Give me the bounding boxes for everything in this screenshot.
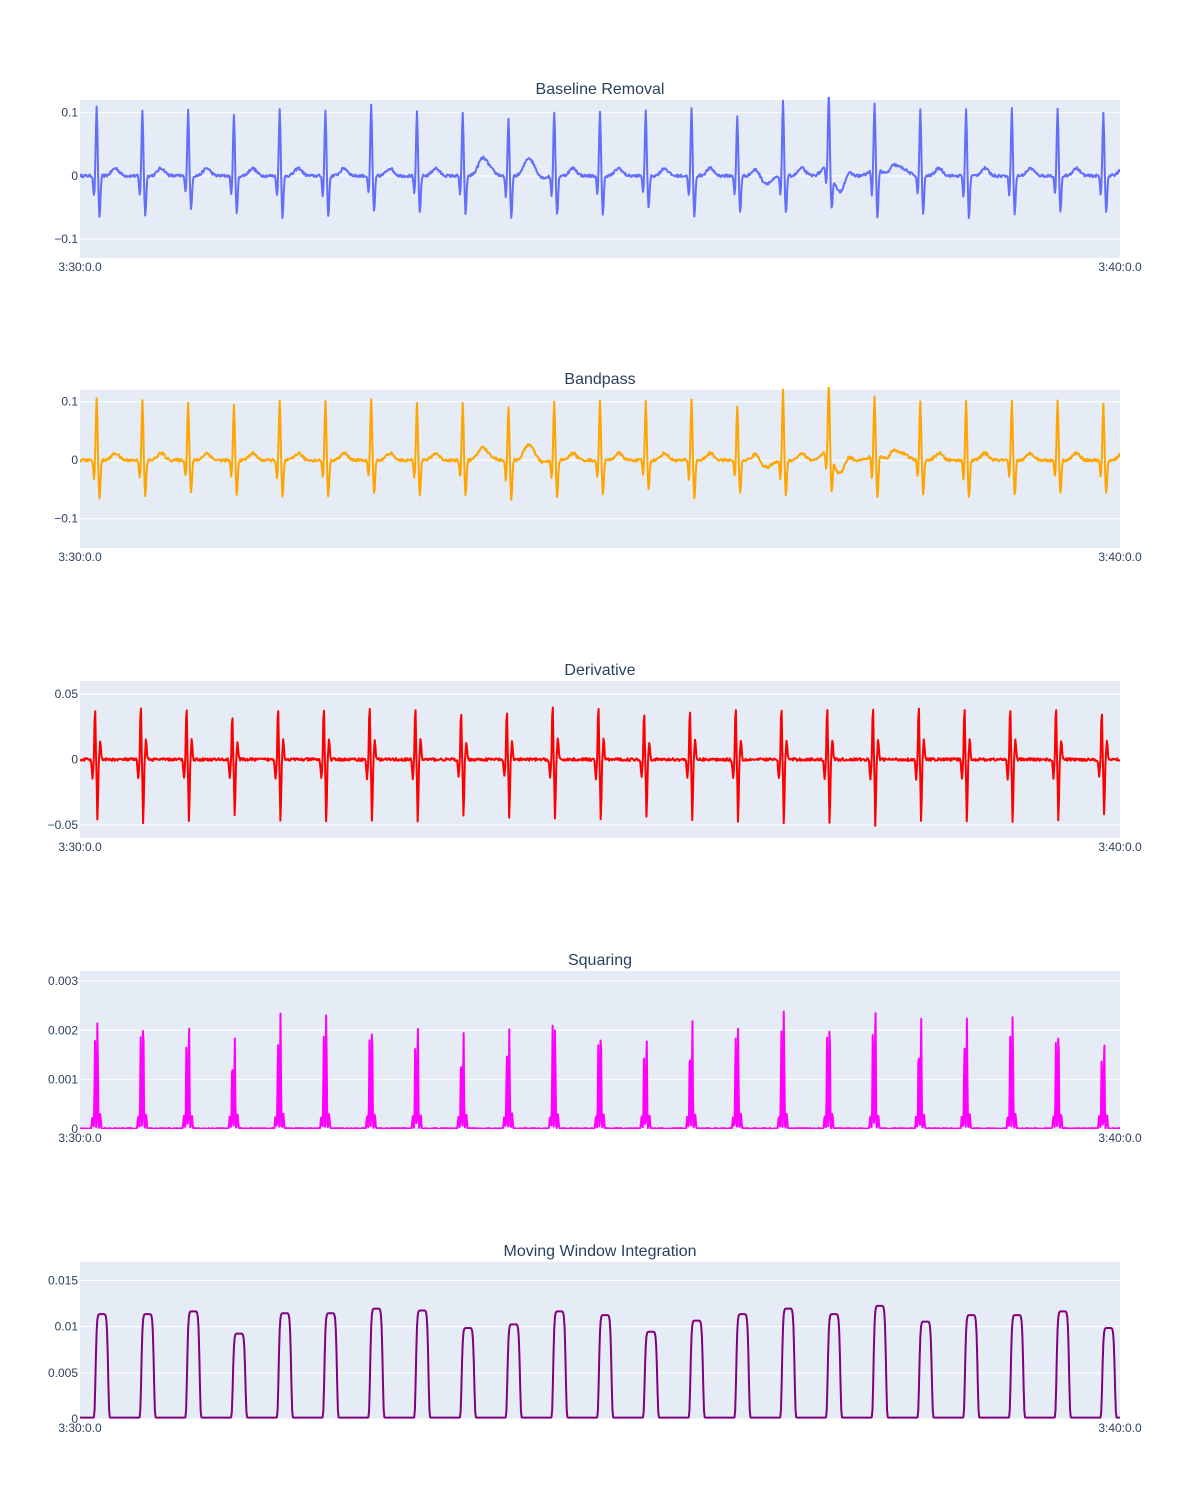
y-tick-label: −0.1	[54, 512, 78, 526]
x-tick-label-start: 3:30:0.0	[58, 260, 102, 274]
y-tick-label: 0.015	[48, 1273, 78, 1287]
y-tick-label: 0.05	[55, 687, 79, 701]
y-tick-label: 0	[71, 169, 78, 183]
chart-panel-4: 0 0.001 0.002 0.003 Squaring 3:30:0.0 3:40:0.0	[48, 952, 1142, 1145]
chart-title: Moving Window Integration	[504, 1243, 697, 1260]
x-tick-label-end: 3:40:0.0	[1098, 1421, 1142, 1435]
x-tick-label-start: 3:30:0.0	[58, 1421, 102, 1435]
y-tick-label: 0.01	[55, 1320, 79, 1334]
y-tick-label: 0	[71, 753, 78, 767]
y-tick-label: 0.1	[61, 106, 78, 120]
y-tick-label: −0.05	[48, 818, 79, 832]
x-tick-label-end: 3:40:0.0	[1098, 260, 1142, 274]
chart-title: Bandpass	[564, 371, 635, 388]
y-tick-label: 0	[71, 1122, 78, 1136]
chart-panel-3: −0.05 0 0.05 Derivative 3:30:0.0 3:40:0.0	[48, 662, 1142, 854]
x-tick-label-end: 3:40:0.0	[1098, 1131, 1142, 1145]
x-tick-label-end: 3:40:0.0	[1098, 550, 1142, 564]
y-tick-label: 0.005	[48, 1366, 78, 1380]
x-tick-label-start: 3:30:0.0	[58, 1131, 102, 1145]
y-tick-label: 0	[71, 1412, 78, 1426]
chart-panel-2: −0.1 0 0.1 Bandpass 3:30:0.0 3:40:0.0	[54, 371, 1142, 564]
y-tick-label: 0.002	[48, 1023, 78, 1037]
chart-panel-1: −0.1 0 0.1 Baseline Removal 3:30:0.0 3:40:0.0	[54, 81, 1142, 274]
chart-title: Derivative	[564, 662, 635, 679]
series-line	[80, 1010, 1120, 1129]
series-line	[80, 706, 1120, 827]
chart-title: Squaring	[568, 952, 632, 969]
series-line	[80, 1304, 1120, 1419]
x-tick-label-start: 3:30:0.0	[58, 550, 102, 564]
y-tick-label: 0	[71, 453, 78, 467]
y-tick-label: 0.003	[48, 974, 78, 988]
series-line	[80, 97, 1120, 220]
y-tick-label: −0.1	[54, 232, 78, 246]
y-tick-label: 0.001	[48, 1073, 78, 1087]
chart-panel-5: 0 0.005 0.01 0.015 Moving Window Integration…	[48, 1243, 1142, 1435]
series-line	[80, 387, 1120, 501]
x-tick-label-end: 3:40:0.0	[1098, 840, 1142, 854]
chart-title: Baseline Removal	[536, 81, 665, 98]
y-tick-label: 0.1	[61, 395, 78, 409]
x-tick-label-start: 3:30:0.0	[58, 840, 102, 854]
